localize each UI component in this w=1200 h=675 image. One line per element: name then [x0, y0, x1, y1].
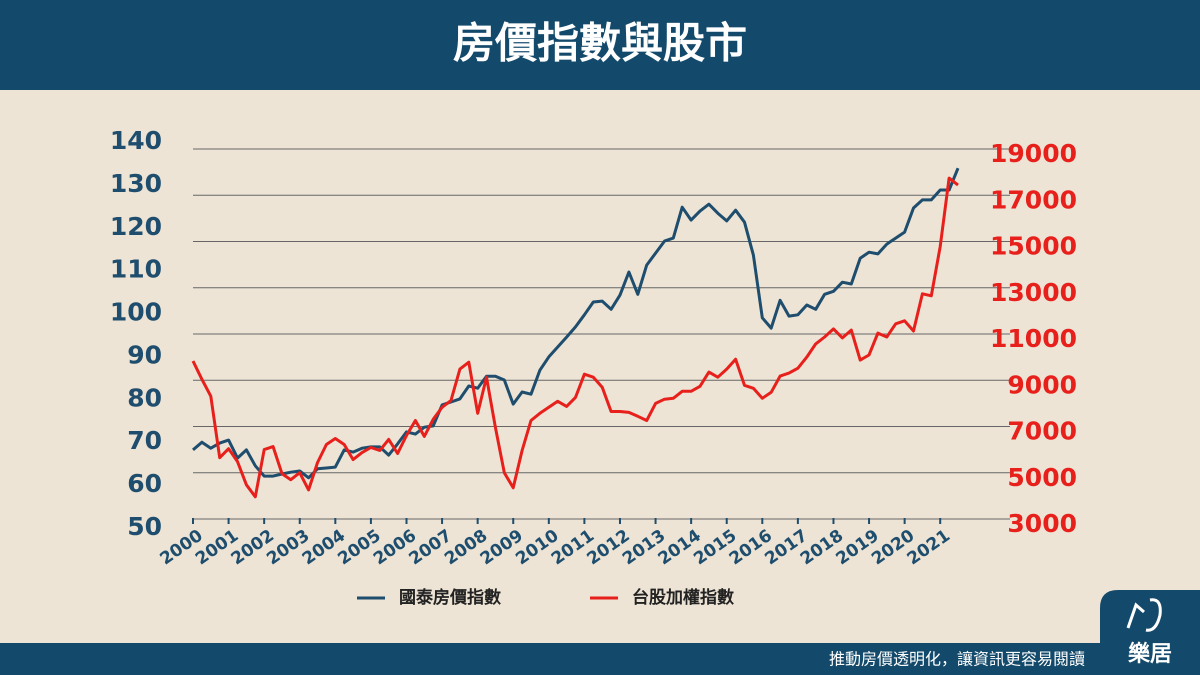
- y-tick-label: 130: [110, 169, 162, 198]
- y-tick-label: 80: [127, 383, 162, 412]
- y2-tick-label: 19000: [990, 139, 1077, 168]
- y2-tick-label: 11000: [990, 324, 1077, 353]
- y-tick-label: 120: [110, 212, 162, 241]
- logo-box: [1100, 590, 1200, 675]
- y2-tick-label: 13000: [990, 278, 1077, 307]
- y-tick-label: 100: [110, 298, 162, 327]
- y2-tick-label: 5000: [1007, 463, 1077, 492]
- y-tick-label: 60: [127, 469, 162, 498]
- y-tick-label: 110: [110, 255, 162, 284]
- y-tick-label: 140: [110, 126, 162, 155]
- y2-tick-label: 15000: [990, 232, 1077, 261]
- legend-label: 台股加權指數: [632, 587, 734, 608]
- y2-tick-label: 3000: [1007, 509, 1077, 538]
- y2-tick-label: 7000: [1007, 417, 1077, 446]
- y-tick-label: 70: [127, 426, 162, 455]
- chart-title: 房價指數與股市: [453, 19, 747, 68]
- y-tick-label: 90: [127, 340, 162, 369]
- line: [192, 167, 960, 480]
- legend-label: 國泰房價指數: [399, 587, 501, 608]
- footer: [0, 643, 1200, 675]
- tagline: 推動房價透明化，讓資訊更容易閱讀: [829, 650, 1085, 669]
- y-tick-label: 50: [127, 512, 162, 541]
- header: [0, 0, 1200, 90]
- brand: 樂居: [1128, 641, 1172, 667]
- y2-tick-label: 9000: [1007, 370, 1077, 399]
- y2-tick-label: 17000: [990, 185, 1077, 214]
- line: [191, 176, 959, 499]
- logo-icon: [1126, 598, 1162, 632]
